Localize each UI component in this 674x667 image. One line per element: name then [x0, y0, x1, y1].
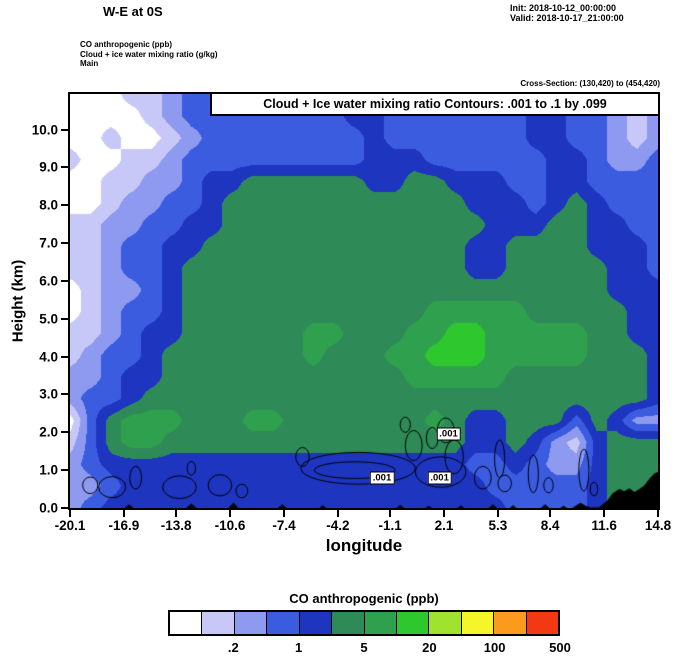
- colorbar-cell: [234, 612, 268, 634]
- x-tick-label: -13.8: [160, 518, 192, 533]
- y-tick-label: 7.0: [39, 235, 58, 251]
- colorbar-cell: [332, 612, 365, 634]
- x-tick-mark: [336, 510, 339, 517]
- cloud-contour-value-label: .001: [369, 471, 395, 485]
- x-tick-mark: [603, 510, 606, 517]
- y-tick-label: 5.0: [39, 311, 58, 327]
- x-tick-label: 8.4: [540, 518, 560, 533]
- x-tick-label: -1.1: [378, 518, 402, 533]
- x-tick-mark: [549, 510, 552, 517]
- colorbar-cell: [429, 612, 462, 634]
- x-tick-label: 5.3: [488, 518, 508, 533]
- filled-contour-field-canvas: [70, 94, 658, 508]
- x-axis-title: longitude: [325, 536, 403, 555]
- x-tick-label: 14.8: [644, 518, 672, 533]
- y-tick-mark: [61, 393, 68, 396]
- colorbar-boundary-label: 5: [360, 640, 368, 655]
- x-tick-mark: [175, 510, 178, 517]
- colorbar-cell: [267, 612, 300, 634]
- field-legend-block: CO anthropogenic (ppb) Cloud + ice water…: [80, 40, 218, 69]
- y-tick-mark: [61, 469, 68, 472]
- colorbar-cell: [202, 612, 235, 634]
- y-tick-label: 8.0: [39, 197, 58, 213]
- y-tick-mark: [61, 279, 68, 282]
- y-axis-title: Height (km): [9, 259, 27, 343]
- init-valid-block: Init: 2018-10-12_00:00:00 Valid: 2018-10…: [510, 3, 624, 23]
- y-tick-label: 2.0: [39, 424, 58, 440]
- x-tick-label: -16.9: [108, 518, 140, 533]
- x-tick-mark: [122, 510, 125, 517]
- y-tick-label: 1.0: [39, 462, 58, 478]
- y-tick-label: 10.0: [31, 122, 58, 138]
- y-tick-mark: [61, 507, 68, 509]
- cloud-contour-value-label: .001: [427, 471, 452, 485]
- x-tick-mark: [389, 510, 392, 517]
- colorbar-cell: [461, 612, 495, 634]
- init-time: Init: 2018-10-12_00:00:00: [510, 3, 617, 13]
- x-tick-label: -10.6: [214, 518, 246, 533]
- y-tick-label: 6.0: [39, 273, 58, 289]
- y-tick-mark: [61, 431, 68, 434]
- contour-info-box: Cloud + Ice water mixing ratio Contours:…: [210, 94, 658, 116]
- colorbar-cell: [170, 612, 203, 634]
- y-tick-label: 0.0: [39, 500, 58, 516]
- x-tick-label: 2.1: [434, 518, 454, 533]
- y-tick-mark: [61, 242, 68, 245]
- colorbar-boundary-label: 20: [422, 640, 437, 655]
- y-tick-label: 4.0: [39, 349, 58, 365]
- colorbar-title: CO anthropogenic (ppb): [289, 591, 439, 606]
- x-tick-label: -4.2: [326, 518, 350, 533]
- y-tick-label: 3.0: [39, 386, 58, 402]
- model-domain-label: Main: [80, 59, 99, 68]
- colorbar-cell: [396, 612, 430, 634]
- colorbar-boundary-label: 1: [295, 640, 303, 655]
- cloud-contour-value-label: .001: [436, 427, 461, 441]
- colorbar-boundary-label: 500: [549, 640, 571, 655]
- y-tick-label: 9.0: [39, 159, 58, 175]
- colorbar-cell: [526, 612, 559, 634]
- colorbar-cell: [364, 612, 397, 634]
- fill-field-label: CO anthropogenic (ppb): [80, 40, 172, 49]
- colorbar-boundary-label: 100: [483, 640, 506, 655]
- x-tick-mark: [443, 510, 446, 517]
- x-tick-mark: [496, 510, 499, 517]
- colorbar-boundary-label: .2: [227, 640, 239, 655]
- x-tick-mark: [229, 510, 232, 517]
- y-tick-mark: [61, 128, 68, 131]
- y-tick-mark: [61, 355, 68, 358]
- page-title: W-E at 0S: [103, 4, 163, 19]
- y-tick-mark: [61, 317, 68, 320]
- colorbar-cell: [299, 612, 333, 634]
- colorbar-cell: [494, 612, 527, 634]
- valid-time: Valid: 2018-10-17_21:00:00: [510, 13, 624, 23]
- y-tick-mark: [61, 166, 68, 169]
- x-tick-mark: [657, 510, 659, 517]
- plot-area: Cloud + Ice water mixing ratio Contours:…: [68, 92, 660, 510]
- x-tick-label: -20.1: [54, 518, 86, 533]
- y-tick-mark: [61, 204, 68, 207]
- cross-section-coords-label: Cross-Section: (130,420) to (454,420): [520, 79, 660, 88]
- x-tick-label: -7.4: [272, 518, 296, 533]
- overlay-field-label: Cloud + ice water mixing ratio (g/kg): [80, 49, 218, 59]
- x-tick-mark: [69, 510, 71, 517]
- x-tick-label: 11.6: [591, 518, 617, 533]
- x-tick-mark: [282, 510, 285, 517]
- colorbar: [168, 610, 560, 636]
